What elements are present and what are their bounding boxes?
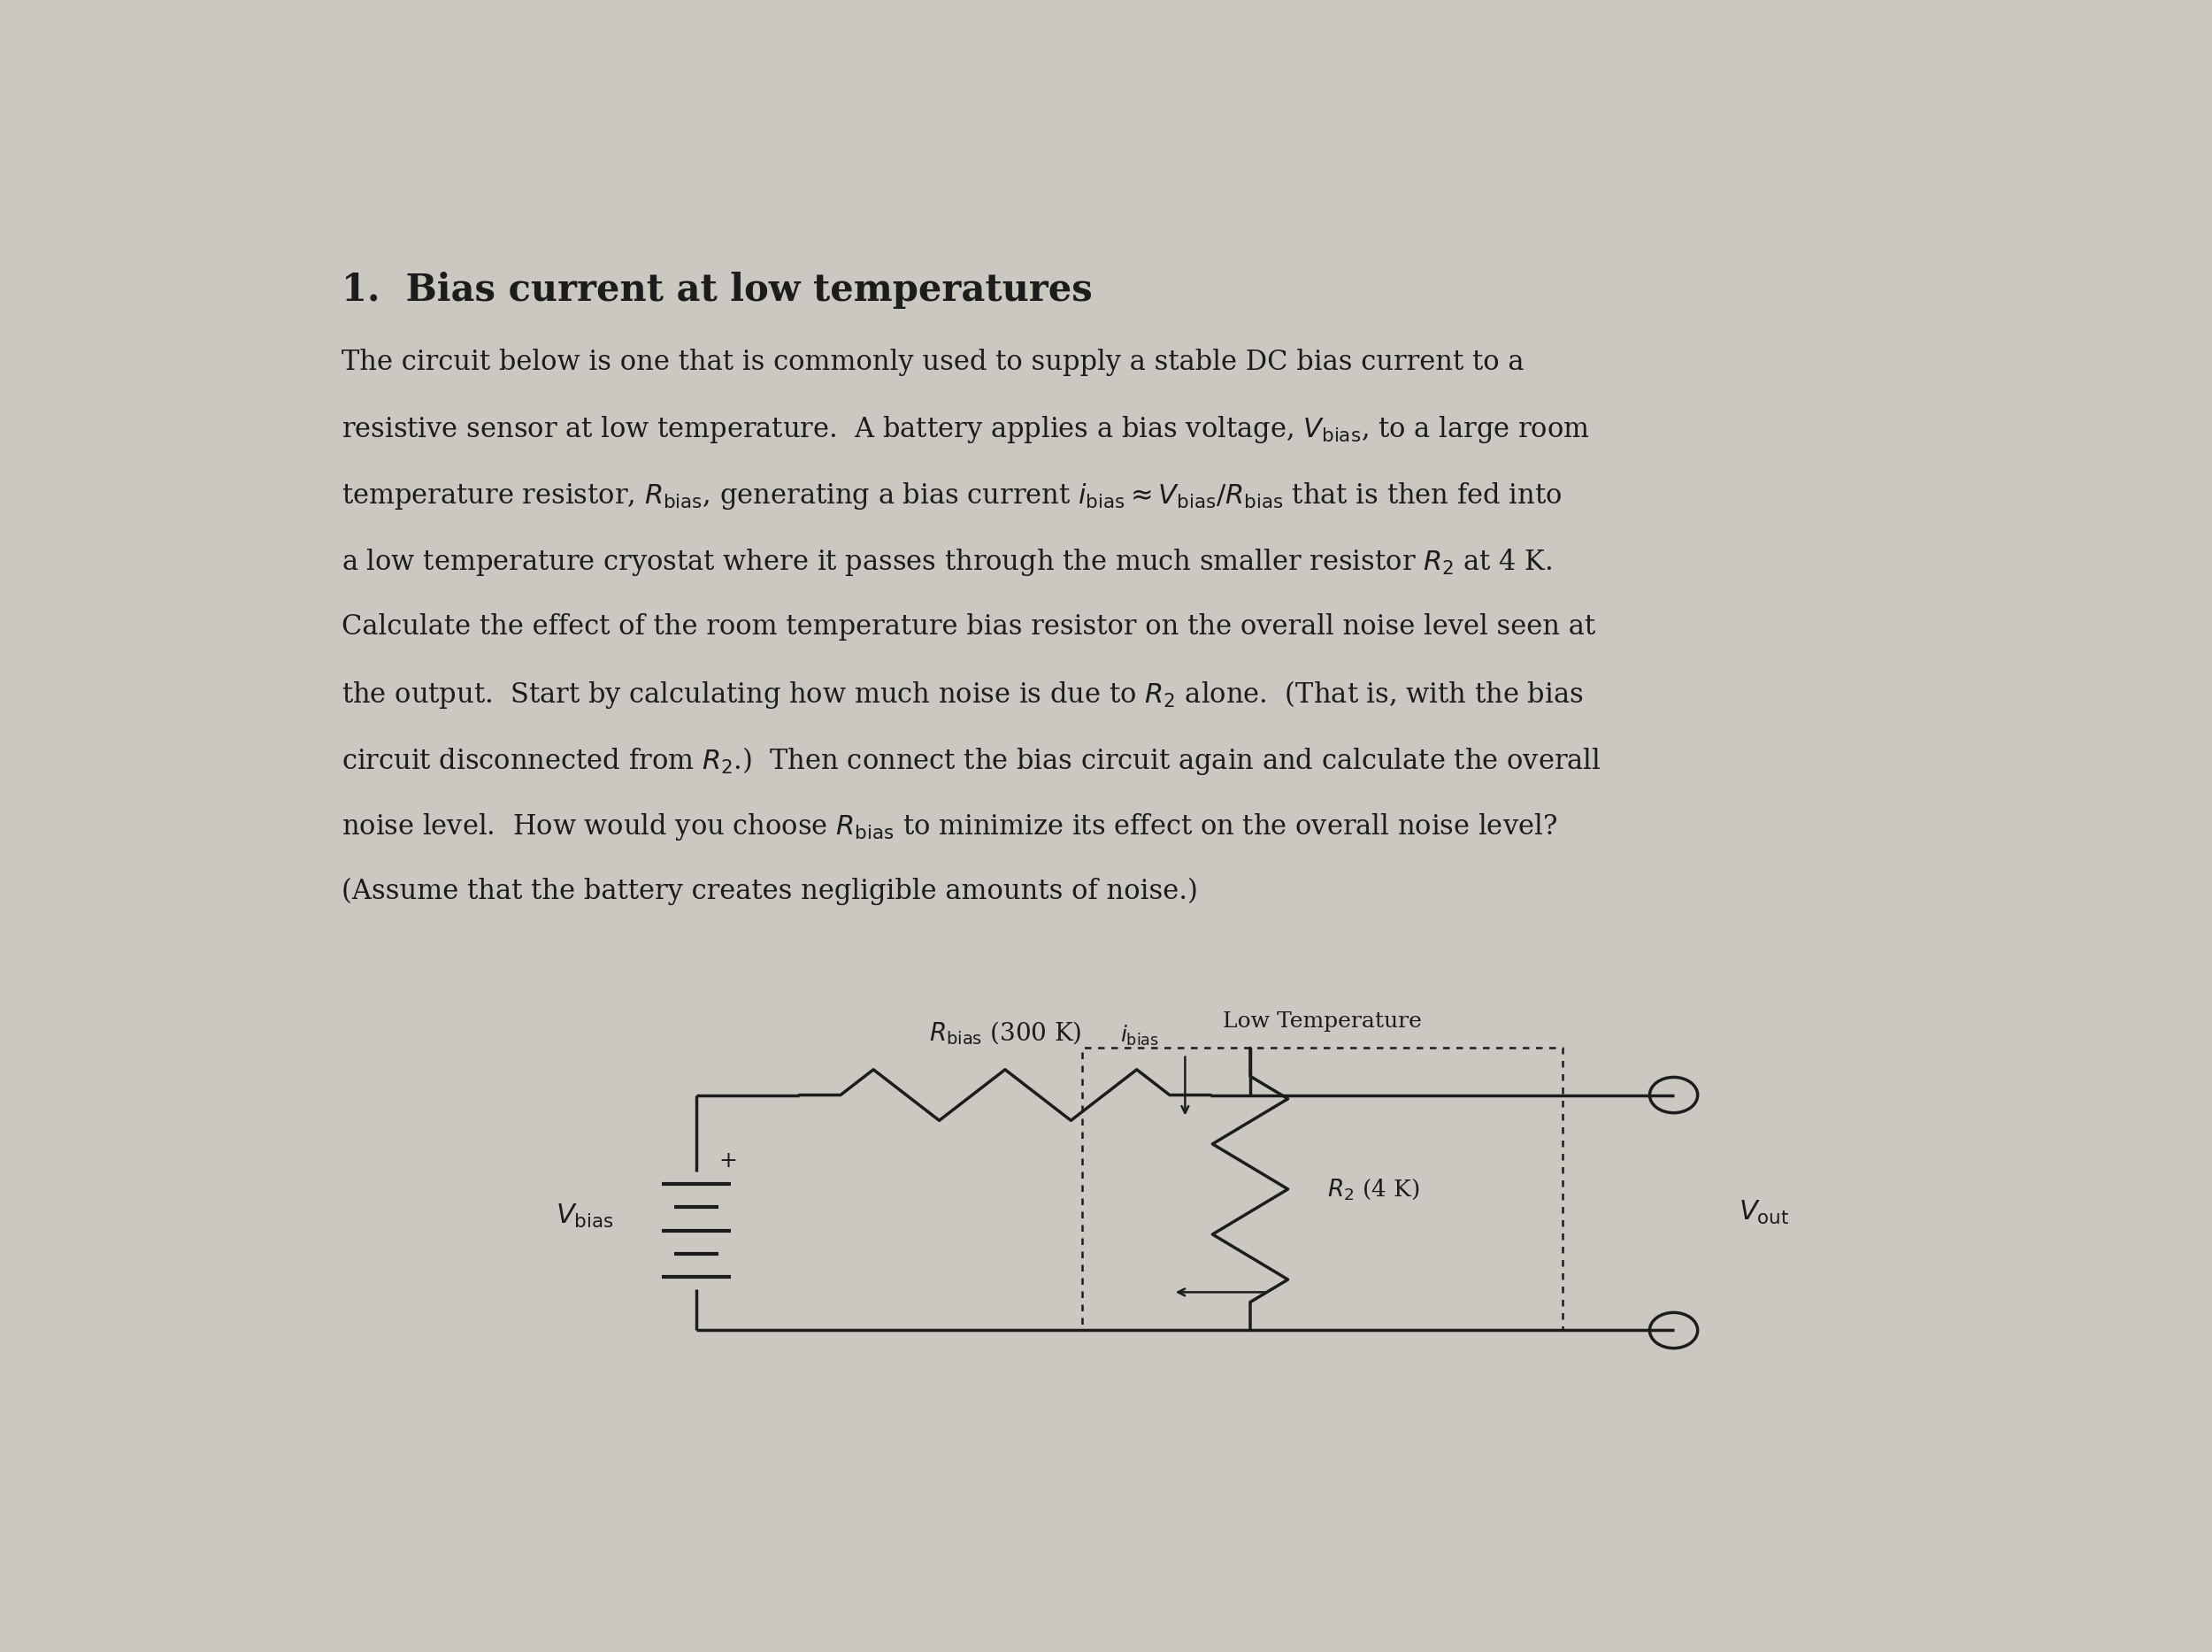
- Text: a low temperature cryostat where it passes through the much smaller resistor $R_: a low temperature cryostat where it pass…: [341, 547, 1553, 578]
- Text: noise level.  How would you choose $R_{\mathrm{bias}}$ to minimize its effect on: noise level. How would you choose $R_{\m…: [341, 811, 1557, 843]
- Text: 1.  Bias current at low temperatures: 1. Bias current at low temperatures: [341, 273, 1093, 309]
- Text: temperature resistor, $R_{\mathrm{bias}}$, generating a bias current $i_{\mathrm: temperature resistor, $R_{\mathrm{bias}}…: [341, 481, 1562, 512]
- Text: Calculate the effect of the room temperature bias resistor on the overall noise : Calculate the effect of the room tempera…: [341, 613, 1595, 641]
- Text: $V_{\rm bias}$: $V_{\rm bias}$: [555, 1203, 615, 1229]
- Text: resistive sensor at low temperature.  A battery applies a bias voltage, $V_{\mat: resistive sensor at low temperature. A b…: [341, 415, 1590, 446]
- Text: $i_{\rm bias}$: $i_{\rm bias}$: [1121, 1024, 1159, 1047]
- Text: The circuit below is one that is commonly used to supply a stable DC bias curren: The circuit below is one that is commonl…: [341, 349, 1524, 375]
- Text: $V_{\rm out}$: $V_{\rm out}$: [1739, 1199, 1790, 1226]
- Text: $R_2$ (4 K): $R_2$ (4 K): [1327, 1176, 1420, 1201]
- Text: circuit disconnected from $R_2$.)  Then connect the bias circuit again and calcu: circuit disconnected from $R_2$.) Then c…: [341, 745, 1601, 776]
- Text: +: +: [719, 1150, 737, 1171]
- Text: Low Temperature: Low Temperature: [1223, 1011, 1422, 1031]
- Text: the output.  Start by calculating how much noise is due to $R_2$ alone.  (That i: the output. Start by calculating how muc…: [341, 679, 1584, 710]
- Text: (Assume that the battery creates negligible amounts of noise.): (Assume that the battery creates negligi…: [341, 877, 1199, 905]
- Text: $R_{\rm bias}$ (300 K): $R_{\rm bias}$ (300 K): [929, 1019, 1082, 1047]
